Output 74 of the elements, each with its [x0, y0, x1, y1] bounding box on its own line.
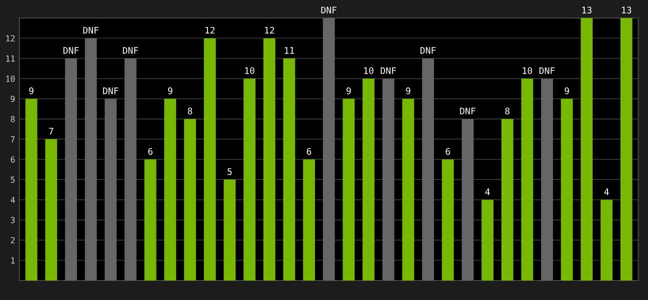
bar — [104, 98, 117, 280]
bar — [422, 58, 434, 280]
data-label: 8 — [188, 108, 192, 114]
bar — [65, 58, 77, 280]
bar — [482, 200, 494, 280]
data-label: DNF — [420, 47, 436, 54]
bar — [462, 118, 474, 280]
bar — [144, 159, 156, 280]
bar — [184, 118, 196, 280]
y-tick-label: 1 — [11, 257, 15, 264]
bar — [382, 78, 394, 280]
data-label: 7 — [49, 128, 54, 134]
bar — [620, 18, 632, 280]
y-tick-label: 11 — [6, 55, 15, 62]
bar — [521, 78, 534, 280]
data-label: 10 — [245, 67, 254, 74]
y-tick-label: 2 — [10, 237, 15, 244]
data-label: 6 — [446, 148, 450, 155]
bar — [283, 58, 296, 280]
y-tick-label: 12 — [6, 35, 15, 42]
bar — [322, 18, 335, 280]
data-label: DNF — [122, 47, 138, 54]
y-tick-label: 5 — [10, 176, 15, 183]
data-label: 9 — [406, 87, 410, 94]
data-label: DNF — [321, 6, 336, 14]
data-label: DNF — [460, 108, 476, 114]
data-label: 9 — [346, 87, 351, 94]
data-label: 10 — [364, 67, 374, 74]
bar — [501, 118, 514, 280]
y-tick-label: 9 — [10, 96, 15, 102]
y-tick-label: 6 — [10, 156, 15, 163]
data-label: DNF — [380, 67, 396, 74]
data-label: DNF — [83, 26, 98, 34]
bar — [224, 180, 236, 280]
bar — [124, 58, 136, 280]
data-label: 10 — [522, 67, 532, 74]
data-label: 9 — [564, 87, 569, 94]
bar — [600, 200, 612, 280]
data-label: 13 — [622, 6, 632, 14]
bar — [342, 98, 355, 280]
data-label: 8 — [505, 108, 510, 114]
data-label: 9 — [168, 87, 172, 94]
y-tick-label: 10 — [6, 76, 15, 82]
bar — [25, 98, 38, 280]
bar — [263, 38, 276, 280]
bar — [402, 98, 414, 280]
data-label: DNF — [63, 47, 79, 54]
data-label: 12 — [206, 26, 215, 34]
data-label: 6 — [306, 148, 312, 155]
data-label: 5 — [228, 168, 232, 176]
y-tick-label: 8 — [10, 116, 15, 122]
data-label: 4 — [485, 188, 490, 196]
bar — [303, 159, 315, 280]
data-label: 13 — [582, 6, 592, 14]
bar — [580, 18, 593, 280]
bar — [541, 78, 553, 280]
bar — [560, 98, 573, 280]
bar — [362, 78, 374, 280]
data-label: 11 — [284, 47, 294, 54]
bar — [244, 78, 256, 280]
bar — [84, 38, 97, 280]
bar — [204, 38, 216, 280]
bar — [442, 159, 454, 280]
data-label: DNF — [539, 67, 555, 74]
bar — [45, 139, 58, 280]
data-label: 4 — [604, 188, 609, 196]
y-tick-label: 7 — [10, 136, 15, 142]
bar — [164, 98, 176, 280]
data-label: 6 — [148, 148, 152, 155]
y-tick-label: 3 — [10, 216, 15, 224]
data-label: DNF — [103, 88, 118, 94]
data-label: 9 — [29, 87, 34, 94]
data-label: 12 — [265, 26, 274, 34]
y-tick-label: 4 — [10, 196, 15, 203]
